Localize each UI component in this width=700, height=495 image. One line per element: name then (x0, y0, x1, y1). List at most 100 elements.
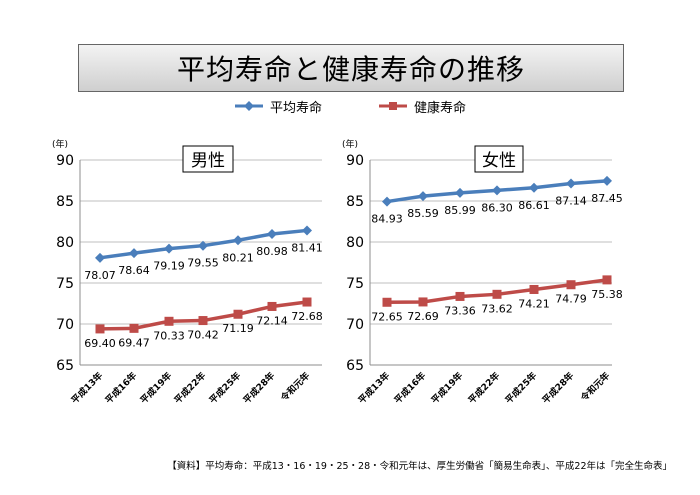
data-label: 79.55 (187, 257, 219, 270)
legend: 平均寿命 健康寿命 (0, 97, 700, 116)
x-tick-label: 平成25年 (503, 370, 539, 406)
data-label: 70.33 (153, 329, 185, 342)
data-point-square (492, 289, 502, 299)
data-label: 69.47 (118, 336, 150, 349)
legend-label-series1: 平均寿命 (269, 100, 322, 116)
panel-title-box (474, 145, 524, 173)
data-label: 87.45 (591, 192, 623, 205)
data-point-diamond (129, 248, 139, 259)
data-point-square (418, 297, 428, 307)
data-point-diamond (382, 196, 392, 207)
data-label: 78.64 (118, 264, 150, 277)
y-tick-label: 90 (56, 153, 74, 169)
data-point-square (382, 297, 392, 307)
x-tick-label: 平成28年 (241, 370, 277, 406)
source-caption: 【資料】平均寿命：平成13・16・19・25・28・令和元年は、厚生労働省「簡易… (167, 461, 672, 472)
x-tick-label: 平成19年 (138, 370, 174, 406)
data-point-diamond (566, 178, 576, 189)
data-point-diamond (418, 191, 428, 202)
data-label: 70.42 (187, 329, 219, 342)
data-label: 85.59 (407, 207, 439, 220)
data-point-diamond (95, 252, 105, 263)
y-axis-unit: (年) (52, 138, 68, 150)
data-point-diamond (529, 182, 539, 193)
x-tick-label: 平成22年 (466, 370, 502, 406)
data-point-square (95, 324, 105, 334)
x-tick-label: 平成16年 (392, 370, 428, 406)
y-tick-label: 80 (56, 235, 74, 251)
y-tick-label: 65 (56, 358, 74, 374)
data-point-diamond (455, 187, 465, 198)
data-point-square (302, 297, 312, 307)
y-tick-label: 80 (346, 235, 364, 251)
data-point-diamond (302, 225, 312, 236)
data-label: 72.65 (371, 310, 403, 323)
x-tick-label: 平成13年 (69, 370, 105, 406)
data-label: 78.07 (84, 269, 116, 282)
data-label: 85.99 (444, 204, 476, 217)
data-point-diamond (267, 228, 277, 239)
y-tick-label: 90 (346, 153, 364, 169)
data-label: 86.61 (518, 199, 550, 212)
data-point-diamond (492, 185, 502, 196)
data-point-square (164, 316, 174, 326)
data-label: 86.30 (481, 201, 513, 214)
data-label: 69.40 (84, 337, 116, 350)
data-point-diamond (164, 243, 174, 254)
legend-label-series2: 健康寿命 (414, 100, 467, 116)
data-label: 87.14 (555, 194, 587, 207)
data-label: 73.36 (444, 304, 476, 317)
x-tick-label: 平成19年 (429, 370, 465, 406)
data-point-square (566, 280, 576, 290)
y-tick-label: 75 (346, 276, 364, 292)
legend-item-series2: 健康寿命 (378, 97, 466, 116)
data-label: 80.98 (256, 245, 288, 258)
legend-marker-diamond-icon (234, 101, 263, 111)
x-tick-label: 平成13年 (356, 370, 392, 406)
data-label: 72.69 (407, 310, 439, 323)
x-tick-label: 令和元年 (277, 370, 312, 405)
data-point-diamond (602, 175, 612, 186)
panel-title: 女性 (482, 151, 516, 171)
legend-item-series1: 平均寿命 (234, 97, 322, 116)
data-label: 73.62 (481, 302, 513, 315)
data-label: 75.38 (591, 288, 623, 301)
data-label: 79.19 (153, 260, 185, 273)
data-label: 74.21 (518, 297, 550, 310)
data-label: 72.68 (291, 310, 323, 323)
y-tick-label: 65 (346, 358, 364, 374)
data-label: 84.93 (371, 213, 403, 226)
data-point-square (198, 316, 208, 326)
data-label: 80.21 (222, 251, 254, 264)
data-point-square (267, 301, 277, 311)
x-tick-label: 平成22年 (172, 370, 208, 406)
data-label: 71.19 (222, 322, 254, 335)
data-point-square (602, 275, 612, 285)
data-point-diamond (198, 240, 208, 251)
data-point-diamond (233, 235, 243, 246)
chart-title: 平均寿命と健康寿命の推移 (78, 44, 624, 92)
y-axis-unit: (年) (342, 138, 358, 150)
x-tick-label: 平成25年 (207, 370, 243, 406)
data-point-square (529, 284, 539, 294)
x-tick-label: 令和元年 (577, 370, 612, 405)
x-tick-label: 平成16年 (103, 370, 139, 406)
data-label: 81.41 (291, 241, 323, 254)
data-label: 74.79 (555, 293, 587, 306)
legend-marker-square-icon (379, 102, 407, 110)
y-tick-label: 85 (346, 194, 364, 210)
y-tick-label: 75 (56, 276, 74, 292)
data-point-square (233, 309, 243, 319)
y-tick-label: 85 (56, 194, 74, 210)
y-tick-label: 70 (346, 317, 364, 333)
panel-title-box (182, 145, 234, 173)
x-tick-label: 平成28年 (540, 370, 576, 406)
chart-title-text: 平均寿命と健康寿命の推移 (176, 53, 525, 86)
panel-title: 男性 (191, 151, 225, 171)
data-point-square (455, 291, 465, 301)
data-point-square (129, 323, 139, 333)
data-label: 72.14 (256, 314, 288, 327)
